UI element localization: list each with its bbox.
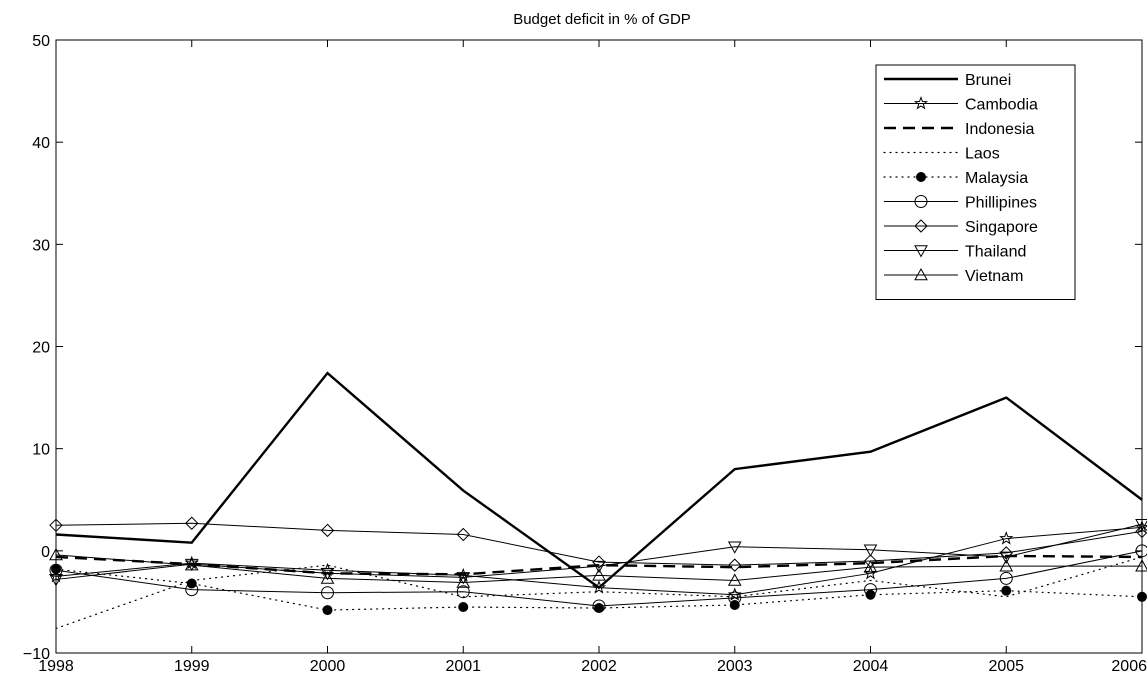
legend-label: Thailand	[965, 244, 1026, 261]
data-point	[320, 568, 335, 581]
series-line	[55, 522, 1143, 566]
x-tick-label: 2003	[717, 658, 753, 675]
x-tick-label: 1999	[174, 658, 210, 675]
chart-title: Budget deficit in % of GDP	[513, 11, 691, 28]
series-phillipines	[49, 544, 1147, 613]
data-point	[729, 599, 740, 610]
data-point	[592, 568, 606, 581]
series-line	[55, 526, 1143, 596]
data-point	[320, 523, 335, 538]
data-point	[727, 541, 742, 554]
legend-entry: Brunei	[884, 72, 1011, 89]
data-point	[727, 587, 742, 601]
data-point	[999, 546, 1013, 560]
data-point	[999, 571, 1013, 585]
legend-marker	[914, 195, 928, 208]
legend-marker	[914, 245, 928, 258]
y-tick-label: 20	[32, 340, 50, 357]
data-point	[185, 583, 199, 597]
data-point	[999, 559, 1014, 572]
data-point	[322, 605, 333, 616]
series-line	[55, 523, 1143, 580]
y-tick-label: 40	[32, 135, 50, 152]
y-tick-label: 30	[32, 237, 50, 254]
legend-label: Laos	[965, 146, 1000, 163]
data-point	[999, 531, 1014, 545]
legend-label: Singapore	[965, 219, 1038, 236]
legend-entry: Malaysia	[883, 170, 1028, 187]
series-line	[55, 550, 1143, 607]
x-tick-label: 2001	[445, 658, 481, 675]
series-thailand	[49, 518, 1147, 587]
legend-label: Phillipines	[965, 195, 1037, 212]
data-point	[727, 573, 742, 586]
legend-label: Vietnam	[965, 268, 1023, 285]
data-point	[458, 602, 469, 613]
data-point	[456, 585, 470, 599]
series-line	[55, 554, 1142, 584]
data-point	[456, 527, 470, 542]
data-point	[456, 572, 471, 585]
y-tick-label: −10	[23, 646, 50, 663]
data-point	[865, 589, 876, 600]
data-point	[185, 516, 199, 530]
axes-layer: −10 0 10 20 30 40 50 1998 1999 2000 2001 2002 2003 20…	[23, 33, 1147, 675]
legend-entry: Vietnam	[884, 267, 1023, 285]
y-tick-label: 0	[41, 544, 50, 561]
legend: Brunei Cambodia Indonesia Laos Malaysia Phill…	[875, 64, 1076, 300]
data-point	[456, 575, 471, 588]
series-vietnam	[49, 547, 1147, 588]
legend-marker	[913, 96, 929, 110]
data-point	[863, 560, 878, 573]
legend-label: Brunei	[965, 72, 1011, 89]
series-laos	[55, 556, 1143, 630]
x-tick-label: 2005	[988, 658, 1024, 675]
plot-layer	[48, 371, 1147, 630]
data-point	[863, 544, 878, 557]
data-point	[591, 580, 607, 594]
legend-marker	[916, 172, 926, 182]
data-point	[864, 583, 877, 597]
data-point	[999, 551, 1014, 564]
x-tick-label: 2000	[310, 658, 346, 675]
data-point	[592, 555, 606, 569]
legend-marker	[914, 219, 928, 233]
legend-label: Malaysia	[965, 170, 1028, 187]
legend-box	[875, 64, 1076, 300]
legend-label: Indonesia	[965, 121, 1034, 138]
legend-marker	[914, 267, 928, 281]
data-point	[184, 558, 199, 571]
data-point	[728, 591, 742, 605]
data-point	[728, 558, 742, 572]
data-point	[592, 599, 606, 613]
legend-entry: Laos	[883, 146, 1000, 163]
legend-entry: Cambodia	[884, 96, 1038, 114]
data-point	[321, 586, 334, 600]
legend-entry: Singapore	[884, 219, 1038, 236]
legend-label: Cambodia	[965, 97, 1038, 114]
legend-entry: Thailand	[884, 244, 1026, 261]
y-tick-label: 10	[32, 442, 50, 459]
data-point	[592, 560, 606, 574]
x-tick-label: 2006	[1111, 658, 1147, 675]
x-tick-label: 2002	[581, 658, 617, 675]
data-point	[1001, 585, 1012, 596]
y-tick-label: 50	[32, 33, 50, 50]
data-point	[320, 571, 335, 584]
x-tick-label: 2004	[853, 658, 889, 675]
data-point	[863, 565, 878, 580]
series-line	[55, 556, 1143, 630]
x-tick-label: 1998	[38, 658, 74, 675]
series-cambodia	[48, 519, 1147, 601]
legend-entry: Phillipines	[884, 195, 1037, 212]
legend-entry: Indonesia	[884, 121, 1034, 138]
